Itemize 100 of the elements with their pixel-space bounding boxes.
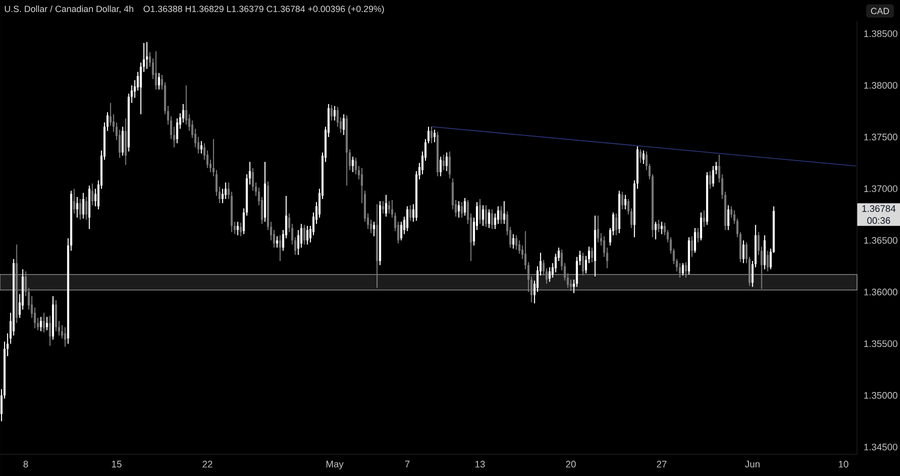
- candlestick: [442, 154, 445, 170]
- candlestick: [146, 42, 148, 69]
- candlestick: [764, 235, 766, 270]
- candlestick: [491, 209, 494, 229]
- candlestick: [124, 118, 127, 165]
- candlestick: [46, 316, 48, 330]
- x-tick-label: 7: [405, 460, 410, 468]
- candlestick: [91, 184, 94, 206]
- candlestick: [482, 205, 484, 226]
- candlestick: [594, 216, 596, 277]
- candlestick: [276, 236, 278, 248]
- candlestick: [582, 252, 584, 276]
- candlestick: [79, 199, 82, 220]
- chart-subtitle: O1.36388 H1.36829 L1.36379 C1.36784 +0.00396 (+0.29%): [144, 5, 384, 14]
- x-tick-label: 20: [566, 460, 576, 468]
- candlestick: [697, 228, 700, 242]
- candlestick: [678, 263, 681, 278]
- candlestick: [279, 235, 282, 262]
- candlestick: [382, 201, 384, 214]
- candlestick: [406, 206, 408, 232]
- candlestick: [458, 201, 460, 218]
- candlestick: [615, 213, 618, 236]
- candlestick: [503, 201, 506, 224]
- y-tick-label: 1.34500: [864, 444, 898, 450]
- candlestick: [346, 115, 348, 186]
- candlestick: [52, 296, 54, 340]
- candlestick: [376, 204, 378, 288]
- y-tick-label: 1.38500: [864, 30, 898, 38]
- text: 1.36784: [862, 205, 896, 212]
- candlestick: [712, 166, 714, 187]
- candlestick: [766, 250, 769, 272]
- candlestick: [40, 316, 42, 332]
- y-tick-label: 1.35500: [864, 340, 898, 348]
- y-tick-label: 1.37500: [864, 134, 898, 140]
- candlestick: [430, 126, 433, 144]
- candlestick: [122, 126, 124, 156]
- candlestick: [16, 244, 18, 324]
- candlestick: [352, 156, 354, 172]
- candlestick: [85, 196, 88, 220]
- candlestick: [224, 182, 227, 200]
- candlestick: [446, 152, 448, 172]
- candlestick: [330, 104, 333, 120]
- candlestick: [372, 222, 376, 236]
- candlestick: [334, 106, 336, 120]
- candlestick: [597, 216, 600, 242]
- candlestick: [742, 240, 744, 264]
- candlestick: [621, 192, 624, 210]
- y-tick-label: 1.38000: [864, 82, 898, 89]
- candlestick: [76, 196, 78, 218]
- x-tick-label: 10: [838, 460, 848, 468]
- y-tick-label: 1.36500: [864, 237, 898, 244]
- candlestick: [42, 312, 45, 332]
- candlestick: [55, 300, 58, 332]
- x-tick-label: May: [326, 460, 344, 470]
- candlestick: [460, 202, 463, 218]
- candlestick: [500, 206, 502, 224]
- candlestick: [478, 199, 482, 224]
- candlestick: [236, 222, 239, 236]
- candlestick: [658, 220, 660, 232]
- x-tick-label: Jun: [745, 460, 760, 468]
- x-tick-label: 15: [112, 460, 122, 468]
- candlestick: [240, 222, 242, 236]
- candlestick: [448, 151, 451, 178]
- x-tick-label: 13: [475, 460, 485, 468]
- candlestick: [694, 228, 696, 253]
- candlestick: [434, 130, 436, 142]
- candlestick: [342, 114, 345, 135]
- candlestick: [548, 267, 551, 282]
- candlestick: [158, 72, 160, 90]
- y-tick-label: 1.37000: [864, 185, 898, 192]
- candlestick: [682, 263, 684, 276]
- candlestick: [654, 222, 657, 240]
- candlestick: [642, 150, 645, 164]
- candlestick: [388, 201, 390, 214]
- candlestick: [727, 205, 730, 230]
- candlestick: [409, 205, 412, 221]
- candlestick: [379, 201, 382, 266]
- candlestick: [385, 194, 388, 217]
- candlestick: [488, 209, 490, 228]
- candlestick: [706, 172, 708, 225]
- candlestick: [660, 222, 663, 234]
- candlestick: [88, 186, 90, 229]
- candlestick: [639, 149, 642, 163]
- x-tick-label: 27: [656, 460, 666, 468]
- candlestick: [690, 236, 693, 257]
- candlestick: [700, 212, 702, 240]
- candlestick: [200, 141, 202, 154]
- candlestick: [48, 316, 52, 346]
- candlestick: [440, 156, 442, 176]
- candlestick: [306, 226, 308, 244]
- candlestick: [464, 198, 466, 216]
- candlestick: [624, 194, 626, 210]
- y-tick-label: 1.36000: [864, 288, 898, 296]
- candlestick: [82, 192, 84, 219]
- candlestick: [73, 188, 76, 214]
- candlestick: [709, 171, 712, 189]
- candlestick: [591, 248, 594, 262]
- x-tick-label: 22: [202, 460, 212, 468]
- candlestick: [515, 235, 518, 250]
- candlestick: [703, 210, 706, 227]
